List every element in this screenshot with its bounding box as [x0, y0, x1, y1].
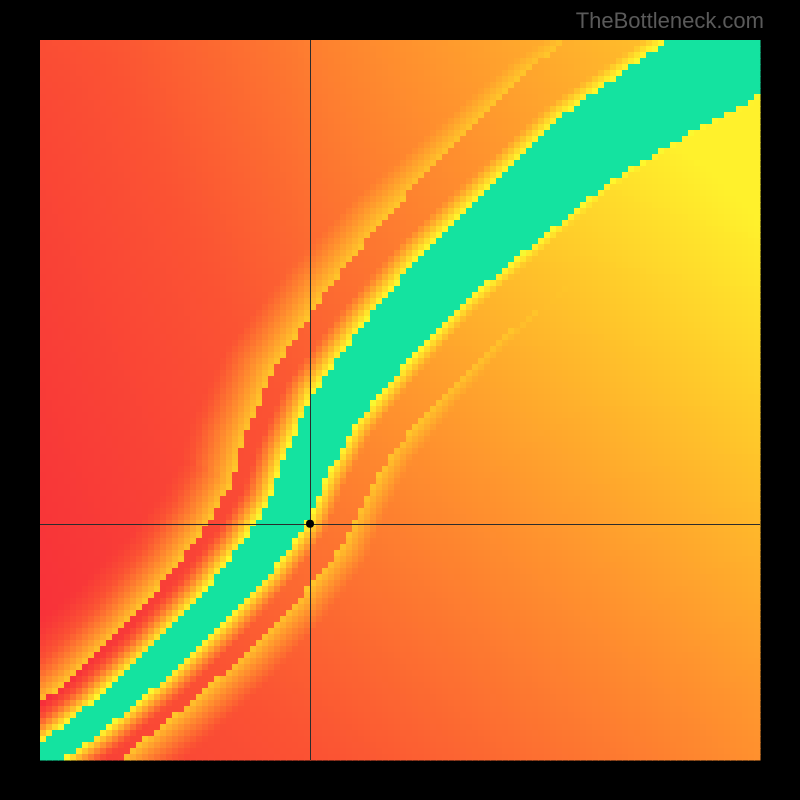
bottleneck-heatmap — [0, 0, 800, 800]
watermark-text: TheBottleneck.com — [576, 8, 764, 34]
